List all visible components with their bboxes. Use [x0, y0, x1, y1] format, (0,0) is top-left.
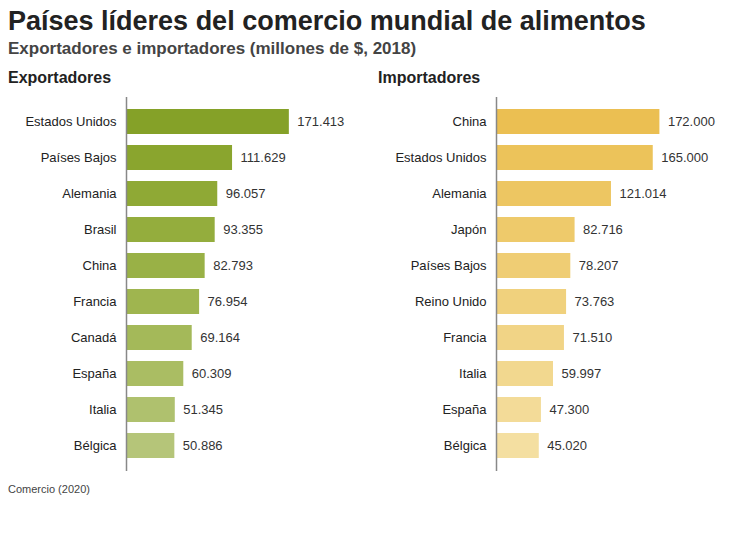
- svg-text:Países Bajos: Países Bajos: [41, 150, 117, 165]
- svg-text:76.954: 76.954: [208, 294, 248, 309]
- svg-text:172.000: 172.000: [668, 114, 715, 129]
- svg-text:China: China: [83, 258, 118, 273]
- svg-text:Países Bajos: Países Bajos: [411, 258, 487, 273]
- svg-text:121.014: 121.014: [619, 186, 666, 201]
- svg-text:111.629: 111.629: [241, 150, 286, 165]
- svg-text:Francia: Francia: [443, 330, 487, 345]
- svg-text:71.510: 71.510: [572, 330, 612, 345]
- svg-text:Alemania: Alemania: [62, 186, 117, 201]
- svg-text:47.300: 47.300: [549, 402, 589, 417]
- svg-text:60.309: 60.309: [192, 366, 232, 381]
- html-text:Países líderes del comercio mu: Países líderes del comercio mundial de a…: [8, 6, 646, 36]
- html-text:Exportadores: Exportadores: [8, 69, 112, 86]
- svg-text:Brasil: Brasil: [84, 222, 117, 237]
- svg-text:Canadá: Canadá: [71, 330, 117, 345]
- svg-text:82.716: 82.716: [583, 222, 623, 237]
- svg-text:96.057: 96.057: [226, 186, 266, 201]
- svg-text:Estados Unidos: Estados Unidos: [395, 150, 487, 165]
- svg-text:Alemania: Alemania: [432, 186, 487, 201]
- svg-text:73.763: 73.763: [575, 294, 615, 309]
- svg-text:82.793: 82.793: [213, 258, 253, 273]
- svg-text:Bélgica: Bélgica: [444, 438, 487, 453]
- svg-text:China: China: [453, 114, 488, 129]
- svg-text:59.997: 59.997: [561, 366, 601, 381]
- svg-text:Japón: Japón: [451, 222, 486, 237]
- svg-text:Reino Unido: Reino Unido: [415, 294, 487, 309]
- svg-text:45.020: 45.020: [547, 438, 587, 453]
- html-text:Comercio (2020): Comercio (2020): [8, 483, 90, 495]
- svg-text:España: España: [72, 366, 117, 381]
- svg-text:Italia: Italia: [89, 402, 117, 417]
- svg-text:Estados Unidos: Estados Unidos: [25, 114, 117, 129]
- svg-text:Bélgica: Bélgica: [74, 438, 117, 453]
- svg-text:51.345: 51.345: [183, 402, 223, 417]
- svg-text:165.000: 165.000: [661, 150, 708, 165]
- svg-text:Francia: Francia: [73, 294, 117, 309]
- html-text:Importadores: Importadores: [378, 69, 481, 86]
- svg-text:Italia: Italia: [459, 366, 487, 381]
- svg-text:69.164: 69.164: [200, 330, 240, 345]
- svg-text:93.355: 93.355: [223, 222, 263, 237]
- svg-text:50.886: 50.886: [183, 438, 223, 453]
- html-text:Exportadores e importadores (m: Exportadores e importadores (millones de…: [8, 39, 417, 58]
- svg-text:España: España: [442, 402, 487, 417]
- svg-text:78.207: 78.207: [579, 258, 619, 273]
- svg-text:171.413: 171.413: [297, 114, 344, 129]
